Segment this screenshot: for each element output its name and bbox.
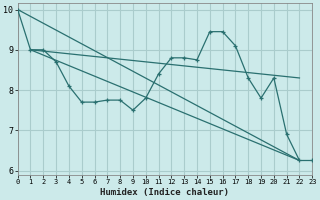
X-axis label: Humidex (Indice chaleur): Humidex (Indice chaleur) [100, 188, 229, 197]
